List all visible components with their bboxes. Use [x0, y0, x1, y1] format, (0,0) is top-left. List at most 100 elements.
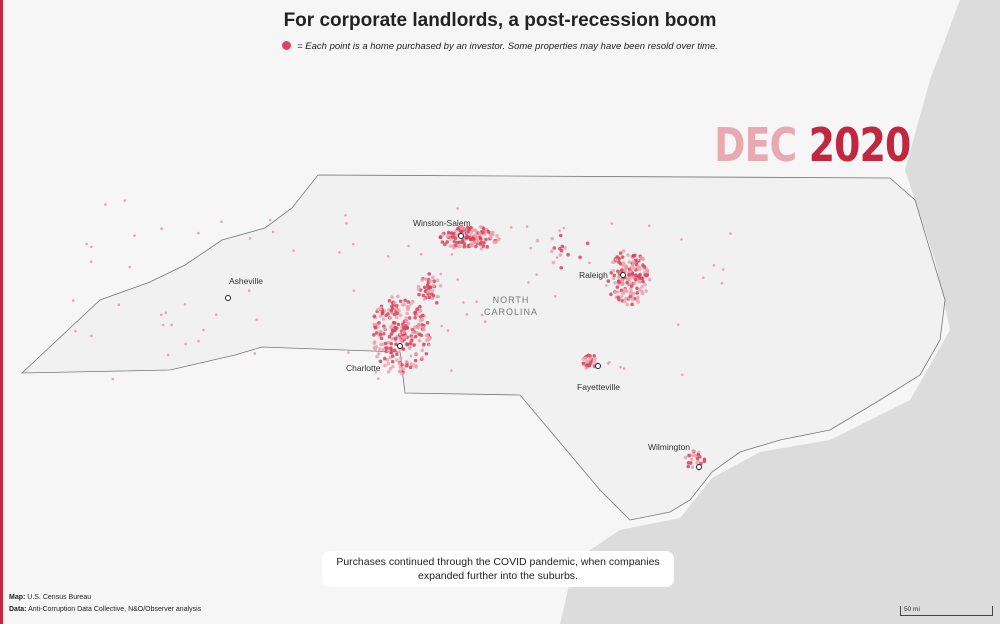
dot	[415, 313, 420, 318]
dot	[376, 351, 381, 356]
dot	[423, 289, 428, 294]
dot	[473, 233, 477, 238]
dot	[479, 246, 484, 251]
dot	[378, 329, 382, 334]
dot	[404, 319, 409, 324]
dot	[527, 281, 530, 284]
dot	[386, 369, 391, 374]
dot	[387, 334, 392, 339]
dot	[696, 452, 701, 457]
dot	[427, 343, 431, 347]
dot	[407, 244, 410, 248]
dot	[397, 369, 402, 374]
dot	[627, 277, 632, 282]
dot	[632, 281, 637, 286]
dot	[420, 278, 424, 282]
dot	[379, 342, 383, 347]
dot	[475, 236, 479, 241]
ocean	[560, 0, 1000, 624]
dot	[627, 273, 631, 277]
dot	[606, 279, 611, 283]
dot	[478, 225, 483, 229]
dot	[640, 291, 645, 296]
dot	[488, 235, 493, 240]
dot	[483, 320, 487, 323]
city-label: Asheville	[229, 276, 263, 286]
dot	[431, 293, 436, 298]
dot	[497, 237, 501, 241]
dot	[693, 453, 697, 458]
dot	[268, 218, 272, 222]
dot	[434, 301, 439, 305]
credits: Map: U.S. Census Bureau Data: Anti-Corru…	[9, 592, 201, 616]
dot	[111, 377, 115, 381]
dot	[637, 288, 642, 292]
dot	[450, 253, 454, 256]
dot	[384, 313, 388, 318]
dot	[640, 276, 645, 281]
state-label-line: NORTH	[493, 295, 530, 305]
dot	[626, 253, 630, 257]
dot	[424, 351, 429, 356]
state-label: NORTH CAROLINA	[484, 295, 537, 317]
dot	[553, 295, 557, 298]
dot	[635, 298, 639, 302]
dot	[448, 244, 453, 248]
accent-bar	[0, 0, 3, 624]
city-marker	[595, 363, 601, 369]
dot	[374, 331, 379, 335]
dot	[164, 311, 168, 315]
dot	[351, 242, 355, 246]
dot	[587, 363, 592, 368]
dot	[393, 348, 397, 353]
dot	[440, 324, 444, 328]
dot	[623, 268, 626, 272]
dot	[627, 260, 632, 264]
dot	[550, 236, 555, 241]
dot	[393, 306, 398, 311]
dot	[491, 230, 495, 235]
dot	[392, 301, 397, 305]
dot	[390, 359, 395, 364]
dot	[481, 244, 486, 248]
dot	[248, 237, 252, 240]
dot	[409, 354, 413, 358]
dot	[347, 351, 350, 354]
dot	[691, 448, 696, 453]
scale-bar: 50 mi	[900, 606, 993, 616]
dot	[170, 323, 174, 327]
dot	[424, 333, 429, 338]
dot	[161, 323, 165, 327]
dot	[417, 338, 422, 343]
dot	[621, 261, 626, 265]
dot	[585, 241, 590, 246]
dot	[74, 329, 77, 333]
city-marker	[696, 464, 702, 470]
dot	[680, 373, 684, 377]
dot	[414, 326, 418, 329]
dot	[401, 322, 405, 326]
dot	[197, 339, 200, 343]
dot	[389, 332, 394, 336]
dot	[421, 293, 426, 298]
city-marker	[397, 343, 403, 349]
dot	[405, 342, 410, 347]
dot	[378, 359, 383, 364]
dot	[393, 336, 398, 341]
dot	[428, 279, 433, 284]
dot	[390, 295, 394, 299]
dot	[479, 240, 484, 245]
dot	[452, 240, 457, 244]
dot	[625, 280, 629, 285]
dot	[586, 353, 591, 358]
dot	[396, 322, 401, 327]
dot	[382, 356, 387, 361]
dot	[408, 365, 413, 370]
dot	[401, 367, 406, 371]
dot	[702, 276, 705, 280]
dot	[372, 341, 377, 346]
dot	[445, 240, 450, 244]
dot	[585, 363, 589, 368]
dot	[405, 325, 409, 330]
city-label: Wilmington	[648, 442, 690, 452]
